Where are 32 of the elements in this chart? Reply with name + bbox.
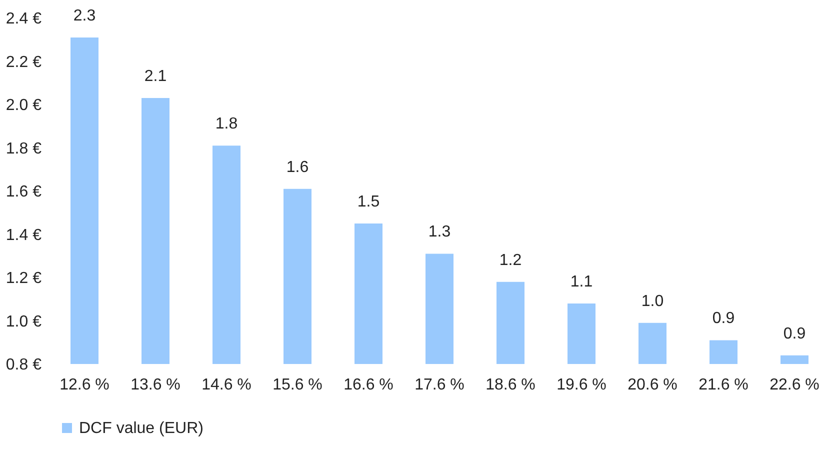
text: 2.1 <box>144 68 167 86</box>
x-tick-label: 15.6 % <box>272 376 322 394</box>
text: 0.9 <box>783 325 806 342</box>
text: 1.2 <box>499 252 522 269</box>
y-tick-label: 2.0 € <box>6 97 42 114</box>
x-tick-label: 14.6 % <box>202 376 252 394</box>
x-tick-label: 13.6 % <box>130 376 180 394</box>
y-tick-label: 1.0 € <box>6 313 42 330</box>
x-tick-label: 18.6 % <box>486 376 536 394</box>
y-tick-label: 1.6 € <box>6 184 42 200</box>
text: 0.9 <box>712 310 735 328</box>
text: 1.0 <box>641 292 664 310</box>
x-tick-label: 16.6 % <box>344 376 394 394</box>
text: 2.3 <box>73 7 96 24</box>
text: 1.1 <box>570 273 593 290</box>
text: 1.8 <box>215 116 238 133</box>
y-tick-label: 1.8 € <box>6 140 42 158</box>
y-tick-label: 2.4 € <box>6 10 42 28</box>
x-tick-label: 20.6 % <box>628 376 678 394</box>
text: 1.3 <box>428 224 451 241</box>
text: 1.6 <box>286 158 309 176</box>
y-tick-label: 1.2 € <box>6 270 42 287</box>
x-tick-label: 17.6 % <box>414 376 464 394</box>
x-tick-label: 12.6 % <box>60 376 110 394</box>
x-tick-label: 22.6 % <box>770 376 820 394</box>
x-tick-label: 19.6 % <box>556 376 606 394</box>
legend-label: DCF value (EUR) <box>79 420 204 437</box>
y-tick-label: 1.4 € <box>6 226 42 244</box>
text: 1.5 <box>357 193 380 210</box>
x-tick-label: 21.6 % <box>698 376 748 394</box>
y-tick-label: 2.2 € <box>6 54 42 71</box>
y-tick-label: 0.8 € <box>6 356 42 374</box>
